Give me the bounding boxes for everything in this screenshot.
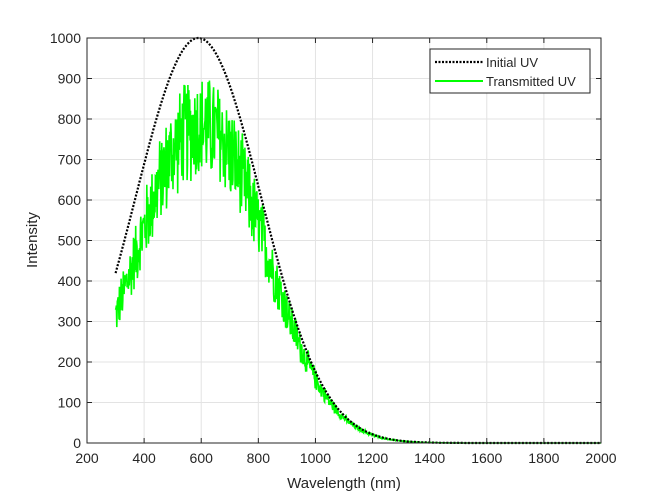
legend-label-transmitted: Transmitted UV xyxy=(486,74,576,89)
x-tick-label: 1200 xyxy=(357,450,388,466)
x-tick-label: 200 xyxy=(75,450,99,466)
x-tick-label: 1000 xyxy=(300,450,331,466)
y-tick-label: 1000 xyxy=(50,30,81,46)
x-tick-label: 800 xyxy=(247,450,271,466)
y-tick-label: 900 xyxy=(58,71,82,87)
x-tick-label: 1400 xyxy=(414,450,445,466)
grid xyxy=(86,37,602,444)
y-tick-label: 700 xyxy=(58,152,82,168)
x-tick-label: 1600 xyxy=(471,450,502,466)
x-tick-label: 2000 xyxy=(585,450,616,466)
legend: Initial UV Transmitted UV xyxy=(429,48,591,94)
x-tick-label: 600 xyxy=(190,450,214,466)
x-tick-label: 400 xyxy=(132,450,156,466)
y-tick-label: 300 xyxy=(58,314,82,330)
y-tick-label: 800 xyxy=(58,111,82,127)
y-tick-label: 400 xyxy=(58,273,82,289)
y-tick-label: 600 xyxy=(58,192,82,208)
y-tick-label: 0 xyxy=(73,435,81,451)
series-transmitted-uv xyxy=(114,80,601,444)
y-axis-label: Intensity xyxy=(24,212,41,268)
x-axis-label: Wavelength (nm) xyxy=(287,475,401,492)
y-tick-label: 100 xyxy=(58,395,82,411)
x-tick-label: 1800 xyxy=(528,450,559,466)
legend-label-initial: Initial UV xyxy=(486,55,538,70)
y-tick-label: 200 xyxy=(58,354,82,370)
y-tick-label: 500 xyxy=(58,233,82,249)
ticks: 200 400 600 800 1000 1200 1400 1600 1800 2000 0 100… xyxy=(50,30,617,466)
legend-box xyxy=(429,48,591,94)
